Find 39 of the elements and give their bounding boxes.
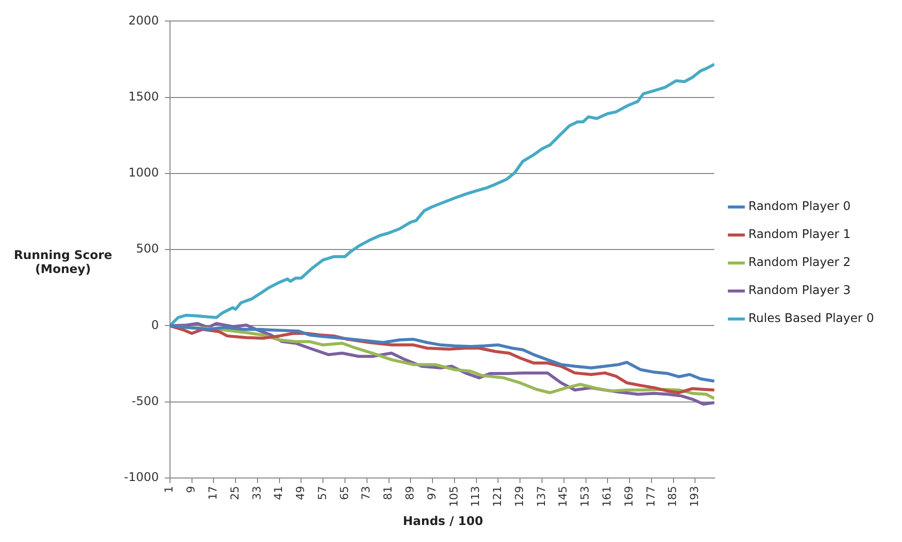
x-tick-label: 89 bbox=[404, 486, 417, 500]
x-tick-label: 145 bbox=[556, 486, 570, 508]
y-tick-label: 1500 bbox=[128, 89, 159, 104]
x-tick-label: 25 bbox=[228, 486, 242, 500]
legend-label: Random Player 0 bbox=[748, 199, 851, 214]
x-axis-title: Hands / 100 bbox=[402, 514, 484, 528]
legend-label: Random Player 1 bbox=[748, 227, 851, 242]
x-tick-label: 153 bbox=[578, 486, 592, 508]
x-tick-label: 49 bbox=[294, 486, 308, 500]
x-tick-label: 161 bbox=[600, 486, 614, 508]
x-tick-label: 33 bbox=[250, 486, 264, 500]
x-tick-label: 97 bbox=[425, 486, 438, 500]
x-tick-label: 81 bbox=[382, 486, 395, 500]
x-tick-label: 121 bbox=[491, 486, 504, 508]
y-tick-label: -500 bbox=[132, 394, 159, 408]
x-tick-label: 17 bbox=[206, 486, 220, 500]
y-tick-label: 0 bbox=[151, 318, 159, 332]
x-tick-label: 177 bbox=[644, 486, 658, 508]
legend-label: Random Player 2 bbox=[748, 255, 851, 270]
x-tick-label: 1 bbox=[162, 486, 176, 494]
y-tick-label: -1000 bbox=[124, 470, 159, 484]
y-tick-label: 500 bbox=[136, 242, 159, 256]
x-tick-label: 41 bbox=[272, 486, 286, 500]
x-tick-label: 169 bbox=[622, 486, 636, 508]
legend-label: Rules Based Player 0 bbox=[748, 311, 874, 326]
x-tick-label: 137 bbox=[534, 486, 548, 508]
legend-label: Random Player 3 bbox=[748, 283, 851, 298]
y-axis-title: Running Score (Money) bbox=[12, 248, 114, 276]
x-tick-label: 105 bbox=[447, 486, 460, 508]
x-tick-label: 65 bbox=[338, 486, 351, 500]
x-tick-label: 193 bbox=[688, 486, 702, 508]
y-tick-label: 1000 bbox=[128, 166, 159, 180]
y-tick-label: 2000 bbox=[128, 13, 159, 28]
x-tick-label: 9 bbox=[184, 486, 198, 494]
x-tick-label: 129 bbox=[512, 486, 526, 508]
x-tick-label: 185 bbox=[666, 486, 680, 508]
x-tick-label: 73 bbox=[360, 486, 373, 500]
x-tick-label: 113 bbox=[469, 486, 482, 508]
x-tick-label: 57 bbox=[316, 486, 329, 500]
